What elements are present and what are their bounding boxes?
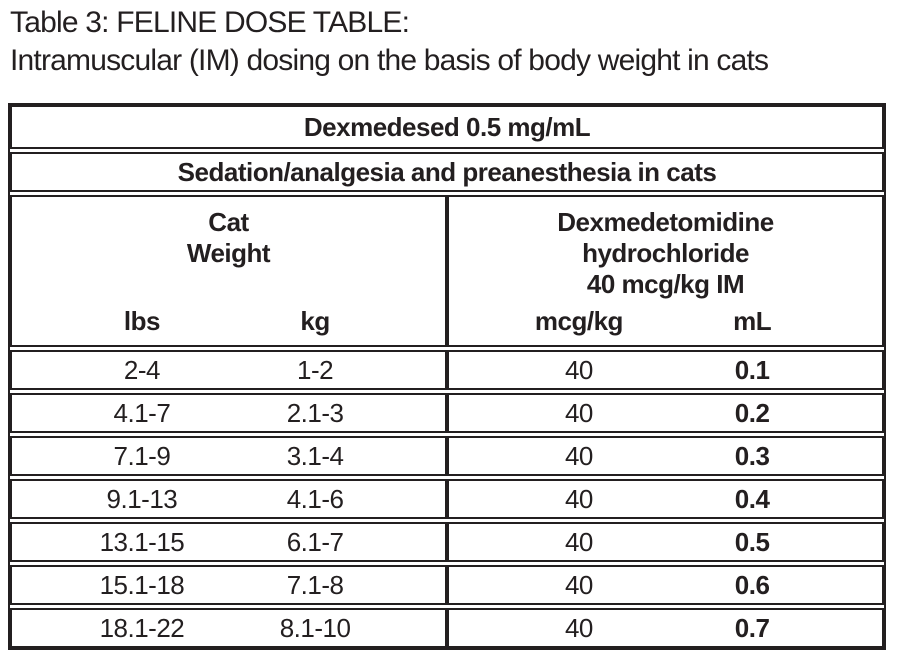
dose-values-cell: 40 0.4 <box>445 481 882 517</box>
dose-values-cell: 40 0.1 <box>445 352 882 388</box>
weight-values-cell: 2-4 1-2 <box>12 352 445 388</box>
indication-header-row: Sedation/analgesia and preanesthesia in … <box>10 152 884 192</box>
weight-sub-labels: lbs kg <box>12 306 445 345</box>
kg-value: 8.1-10 <box>279 612 351 643</box>
dose-values-cell: 40 0.3 <box>445 438 882 474</box>
kg-value: 2.1-3 <box>286 397 344 428</box>
lbs-value: 13.1-15 <box>99 526 185 557</box>
col-header-lbs: lbs <box>123 306 161 336</box>
kg-value: 3.1-4 <box>286 440 344 471</box>
weight-values-cell: 7.1-9 3.1-4 <box>12 438 445 474</box>
weight-header-cell: Cat Weight lbs kg <box>12 197 445 345</box>
dose-group-title-line1: Dexmedetomidine <box>557 207 774 237</box>
dose-sub-labels: mcg/kg mL <box>449 306 882 345</box>
mcg-per-kg-value: 40 <box>564 397 593 428</box>
lbs-value: 7.1-9 <box>113 440 171 471</box>
kg-value: 1-2 <box>297 354 334 385</box>
col-header-mcg-per-kg: mcg/kg <box>534 306 624 336</box>
ml-value: 0.4 <box>734 483 770 514</box>
dose-row-2: 4.1-7 2.1-3 40 0.2 <box>10 393 884 433</box>
weight-group-title: Cat Weight <box>12 197 445 269</box>
ml-value: 0.3 <box>734 440 770 471</box>
dose-values-cell: 40 0.5 <box>445 524 882 560</box>
dose-row-1: 2-4 1-2 40 0.1 <box>10 350 884 390</box>
dose-group-title-line2: hydrochloride <box>582 238 749 268</box>
ml-value: 0.1 <box>734 354 770 385</box>
mcg-per-kg-value: 40 <box>564 354 593 385</box>
feline-dose-table: Dexmedesed 0.5 mg/mL Sedation/analgesia … <box>8 103 886 650</box>
weight-group-title-line2: Weight <box>186 238 271 268</box>
weight-values-cell: 13.1-15 6.1-7 <box>12 524 445 560</box>
lbs-value: 9.1-13 <box>106 483 178 514</box>
dose-group-title-line3: 40 mcg/kg IM <box>586 269 745 299</box>
table-caption: Table 3: FELINE DOSE TABLE: Intramuscula… <box>10 4 769 80</box>
dose-row-3: 7.1-9 3.1-4 40 0.3 <box>10 436 884 476</box>
lbs-value: 15.1-18 <box>99 569 185 600</box>
dose-group-title: Dexmedetomidine hydrochloride 40 mcg/kg … <box>449 197 882 300</box>
weight-values-cell: 15.1-18 7.1-8 <box>12 567 445 603</box>
kg-value: 7.1-8 <box>286 569 344 600</box>
kg-value: 4.1-6 <box>286 483 344 514</box>
ml-value: 0.2 <box>734 397 770 428</box>
weight-group-title-line1: Cat <box>208 207 249 237</box>
lbs-value: 18.1-22 <box>99 612 185 643</box>
ml-value: 0.5 <box>734 526 770 557</box>
dose-row-7: 18.1-22 8.1-10 40 0.7 <box>10 608 884 648</box>
col-header-kg: kg <box>300 306 330 336</box>
dose-row-4: 9.1-13 4.1-6 40 0.4 <box>10 479 884 519</box>
lbs-value: 2-4 <box>123 354 161 385</box>
dose-row-6: 15.1-18 7.1-8 40 0.6 <box>10 565 884 605</box>
table-caption-line1: Table 3: FELINE DOSE TABLE: <box>10 6 410 39</box>
mcg-per-kg-value: 40 <box>564 612 593 643</box>
lbs-value: 4.1-7 <box>113 397 171 428</box>
mcg-per-kg-value: 40 <box>564 526 593 557</box>
mcg-per-kg-value: 40 <box>564 569 593 600</box>
kg-value: 6.1-7 <box>286 526 344 557</box>
indication-text: Sedation/analgesia and preanesthesia in … <box>177 156 717 187</box>
table-caption-line2: Intramuscular (IM) dosing on the basis o… <box>10 44 769 77</box>
mcg-per-kg-value: 40 <box>564 483 593 514</box>
ml-value: 0.6 <box>734 569 770 600</box>
dose-values-cell: 40 0.7 <box>445 610 882 646</box>
dose-values-cell: 40 0.2 <box>445 395 882 431</box>
weight-values-cell: 4.1-7 2.1-3 <box>12 395 445 431</box>
column-header-row: Cat Weight lbs kg Dexmedetomidine hydroc… <box>10 195 884 347</box>
mcg-per-kg-value: 40 <box>564 440 593 471</box>
product-name: Dexmedesed 0.5 mg/mL <box>303 111 591 142</box>
ml-value: 0.7 <box>734 612 770 643</box>
dose-row-5: 13.1-15 6.1-7 40 0.5 <box>10 522 884 562</box>
dose-header-cell: Dexmedetomidine hydrochloride 40 mcg/kg … <box>445 197 882 345</box>
weight-values-cell: 9.1-13 4.1-6 <box>12 481 445 517</box>
col-header-ml: mL <box>733 306 772 336</box>
product-header-row: Dexmedesed 0.5 mg/mL <box>10 105 884 149</box>
dose-values-cell: 40 0.6 <box>445 567 882 603</box>
weight-values-cell: 18.1-22 8.1-10 <box>12 610 445 646</box>
